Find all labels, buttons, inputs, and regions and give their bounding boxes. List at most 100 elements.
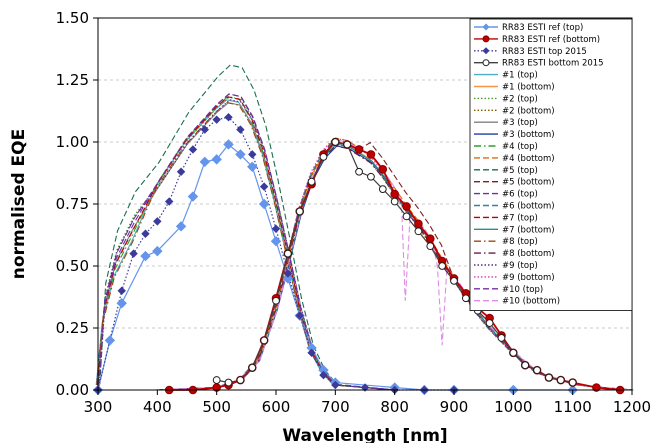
data-point-open-circle [212, 376, 221, 384]
data-point-circle [390, 189, 399, 199]
data-point-diamond [141, 229, 150, 238]
legend-entry-label: RR83 ESTI ref (top) [502, 23, 583, 33]
data-point-open-circle [236, 376, 245, 384]
legend-entry-label: #4 (top) [502, 142, 538, 152]
x-tick-label: 400 [143, 398, 172, 416]
data-point-diamond [307, 348, 316, 358]
data-point-diamond [200, 125, 210, 134]
data-point-diamond [176, 167, 186, 176]
x-tick-label: 1000 [494, 398, 532, 416]
data-point-diamond [212, 115, 221, 124]
data-point-open-circle [438, 262, 447, 270]
legend-entry-label: #5 (top) [502, 166, 538, 176]
data-point-open-circle [319, 152, 328, 161]
data-point-diamond [187, 191, 199, 202]
data-point-diamond [188, 145, 198, 154]
data-point-open-circle [414, 227, 423, 236]
data-point-open-circle [426, 242, 435, 251]
x-tick-label: 900 [440, 398, 469, 416]
legend-entry-label: #8 (bottom) [502, 249, 555, 259]
legend-entry-label: #7 (top) [502, 213, 538, 223]
data-point-open-circle [260, 336, 269, 345]
legend-entry-label: #1 (bottom) [502, 83, 555, 93]
data-point-circle [402, 202, 411, 211]
data-point-open-circle [509, 348, 518, 357]
eqe-curve-9 [99, 139, 634, 391]
data-point-diamond [223, 139, 234, 150]
data-point-diamond [104, 335, 116, 346]
data-point-open-circle [461, 294, 470, 303]
y-tick-label: 1.50 [56, 9, 89, 27]
data-point-circle [354, 145, 364, 154]
legend-entry-label: #9 (top) [502, 261, 538, 271]
data-point-circle [378, 164, 388, 174]
data-point-open-circle [307, 177, 316, 186]
legend-entry-label: #9 (bottom) [502, 273, 555, 283]
y-tick-label: 0.50 [56, 257, 89, 275]
y-tick-label: 0.75 [56, 195, 89, 213]
x-axis-title: Wavelength [nm] [282, 426, 447, 443]
data-point-open-circle [355, 167, 363, 176]
legend-entry-label: #6 (top) [502, 190, 538, 200]
y-axis-title: normalised EQE [9, 129, 29, 279]
x-tick-label: 300 [84, 398, 113, 416]
data-point-circle [414, 219, 423, 229]
data-point-diamond [247, 161, 258, 173]
data-point-diamond [224, 112, 233, 122]
esti-curve-2 [97, 116, 454, 391]
legend-entry-label: RR83 ESTI top 2015 [502, 47, 587, 57]
data-point-diamond [140, 250, 151, 262]
y-tick-label: 1.00 [56, 133, 89, 151]
legend-entry-label: #10 (top) [502, 285, 543, 295]
legend-marker [482, 47, 490, 55]
data-point-open-circle [248, 363, 257, 372]
data-point-diamond [283, 269, 293, 278]
legend-entry-label: RR83 ESTI bottom 2015 [502, 59, 604, 69]
data-point-circle [366, 150, 376, 159]
data-point-open-circle [224, 378, 233, 387]
legend-entry-label: #7 (bottom) [502, 225, 555, 235]
data-point-diamond [235, 149, 246, 160]
legend-entry-label: #2 (top) [502, 94, 538, 104]
x-axis-ticks: 300 400 500 600 700 800 900 1000 1100 1200 [84, 390, 651, 416]
data-point-diamond [199, 156, 211, 168]
data-point-open-circle [402, 212, 411, 221]
legend-marker [482, 35, 490, 43]
data-point-diamond [129, 249, 138, 258]
legend-entry-label: #4 (bottom) [502, 154, 555, 164]
data-point-diamond [360, 383, 370, 392]
legend-entry-label: #3 (bottom) [502, 130, 555, 140]
data-point-diamond [236, 125, 245, 134]
data-point-circle [592, 383, 601, 392]
y-tick-label: 0.00 [56, 381, 89, 399]
data-point-diamond [116, 297, 127, 309]
data-point-diamond [175, 221, 187, 232]
x-tick-label: 500 [202, 398, 231, 416]
data-point-diamond [331, 380, 340, 390]
data-point-open-circle [521, 361, 530, 370]
data-point-circle [425, 234, 435, 244]
legend-entry-label: RR83 ESTI ref (bottom) [502, 35, 600, 45]
legend-marker [482, 23, 490, 31]
legend-entry-label: #8 (top) [502, 237, 538, 247]
data-point-diamond [258, 198, 270, 210]
data-point-diamond [270, 235, 282, 247]
data-point-diamond [319, 370, 328, 380]
legend-entry-label: #2 (bottom) [502, 106, 555, 116]
legend-entry-label: #6 (bottom) [502, 202, 555, 212]
data-point-open-circle [497, 334, 506, 342]
data-point-open-circle [378, 185, 387, 194]
x-tick-label: 1200 [613, 398, 651, 416]
data-point-diamond [153, 217, 162, 226]
data-point-diamond [211, 154, 222, 165]
legend-entry-label: #1 (top) [502, 71, 538, 81]
y-tick-label: 0.25 [56, 319, 89, 337]
data-point-open-circle [556, 376, 565, 384]
data-point-open-circle [367, 172, 375, 181]
y-tick-label: 1.25 [56, 71, 89, 89]
legend-box [469, 18, 633, 312]
data-point-diamond [248, 150, 257, 159]
data-point-open-circle [533, 366, 541, 375]
x-tick-label: 700 [321, 398, 350, 416]
data-point-diamond [152, 245, 163, 257]
